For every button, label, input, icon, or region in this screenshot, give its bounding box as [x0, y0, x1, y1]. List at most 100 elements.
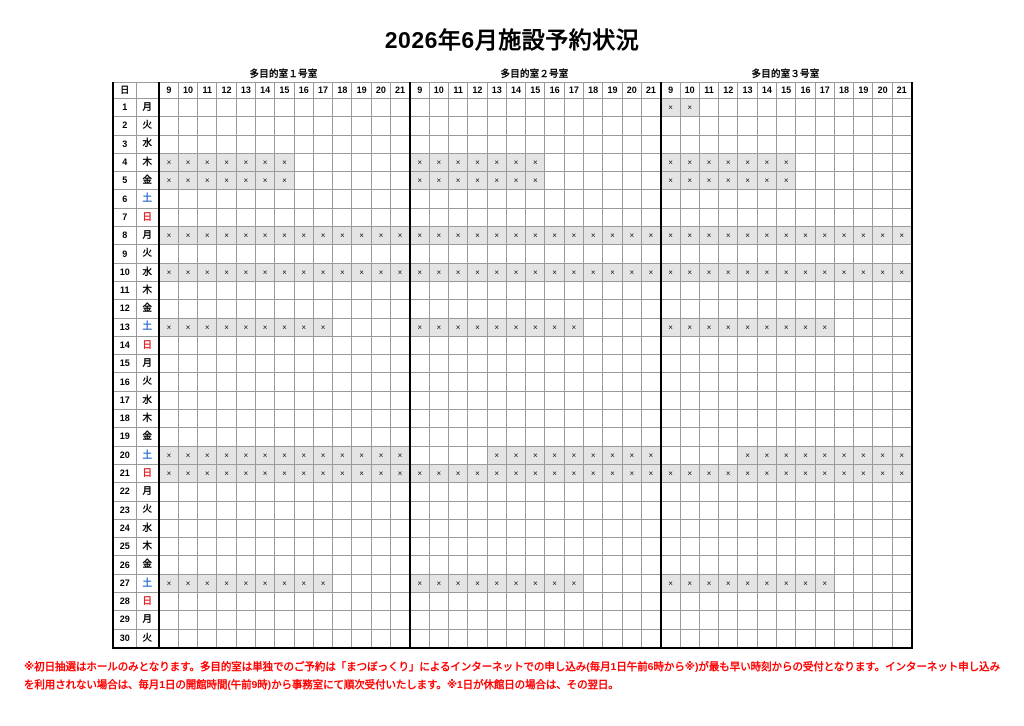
- slot-d5-r2-h13[interactable]: ×: [486, 171, 507, 191]
- slot-d10-r3-h14[interactable]: ×: [756, 262, 778, 282]
- slot-d24-r3-h13[interactable]: [737, 518, 758, 539]
- slot-d12-r2-h12[interactable]: [467, 299, 488, 319]
- slot-d2-r3-h15[interactable]: [775, 116, 797, 136]
- slot-d30-r3-h15[interactable]: [775, 628, 797, 649]
- slot-d12-r1-h9[interactable]: [157, 299, 179, 319]
- slot-d22-r2-h18[interactable]: [583, 482, 604, 502]
- slot-d29-r2-h12[interactable]: [467, 610, 488, 630]
- slot-d21-r1-h21[interactable]: ×: [390, 463, 411, 484]
- slot-d3-r2-h11[interactable]: [447, 134, 469, 154]
- slot-d27-r3-h12[interactable]: ×: [718, 573, 739, 594]
- slot-d27-r1-h16[interactable]: ×: [293, 573, 314, 594]
- slot-d27-r2-h19[interactable]: [602, 573, 623, 594]
- slot-d16-r1-h10[interactable]: [177, 372, 199, 392]
- slot-d18-r2-h13[interactable]: [486, 409, 507, 429]
- slot-d11-r2-h12[interactable]: [467, 280, 488, 301]
- slot-d15-r2-h14[interactable]: [505, 354, 527, 374]
- slot-d20-r3-h15[interactable]: ×: [775, 445, 797, 465]
- slot-d17-r3-h17[interactable]: [814, 390, 835, 411]
- slot-d6-r3-h21[interactable]: [891, 189, 913, 209]
- slot-d6-r1-h13[interactable]: [235, 189, 256, 209]
- slot-d11-r2-h17[interactable]: [563, 280, 585, 301]
- slot-d23-r1-h9[interactable]: [157, 500, 179, 520]
- slot-d16-r3-h17[interactable]: [814, 372, 835, 392]
- slot-d19-r2-h15[interactable]: [525, 427, 546, 447]
- slot-d12-r1-h17[interactable]: [312, 299, 334, 319]
- slot-d21-r2-h14[interactable]: ×: [505, 463, 527, 484]
- slot-d7-r2-h10[interactable]: [428, 207, 449, 228]
- slot-d23-r1-h10[interactable]: [177, 500, 199, 520]
- slot-d19-r3-h12[interactable]: [718, 427, 739, 447]
- slot-d22-r1-h15[interactable]: [274, 482, 295, 502]
- slot-d21-r3-h9[interactable]: ×: [659, 463, 681, 484]
- slot-d15-r2-h21[interactable]: [640, 354, 662, 374]
- slot-d6-r1-h16[interactable]: [293, 189, 314, 209]
- slot-d27-r1-h18[interactable]: [332, 573, 353, 594]
- slot-d5-r3-h10[interactable]: ×: [679, 171, 700, 191]
- slot-d4-r3-h18[interactable]: [833, 152, 855, 173]
- slot-d1-r1-h16[interactable]: [293, 97, 314, 118]
- slot-d18-r1-h14[interactable]: [254, 409, 276, 429]
- slot-d21-r1-h13[interactable]: ×: [235, 463, 256, 484]
- slot-d14-r1-h17[interactable]: [312, 335, 334, 356]
- slot-d7-r1-h11[interactable]: [197, 207, 218, 228]
- slot-d4-r2-h20[interactable]: [621, 152, 642, 173]
- slot-d17-r1-h17[interactable]: [312, 390, 334, 411]
- slot-d6-r2-h14[interactable]: [505, 189, 527, 209]
- slot-d4-r2-h18[interactable]: [583, 152, 604, 173]
- slot-d5-r2-h10[interactable]: ×: [428, 171, 449, 191]
- slot-d28-r1-h17[interactable]: [312, 592, 334, 612]
- slot-d18-r3-h11[interactable]: [698, 409, 720, 429]
- slot-d5-r3-h14[interactable]: ×: [756, 171, 778, 191]
- slot-d21-r3-h14[interactable]: ×: [756, 463, 778, 484]
- slot-d28-r3-h13[interactable]: [737, 592, 758, 612]
- slot-d5-r2-h18[interactable]: [583, 171, 604, 191]
- slot-d7-r2-h15[interactable]: [525, 207, 546, 228]
- slot-d20-r2-h19[interactable]: ×: [602, 445, 623, 465]
- slot-d2-r3-h13[interactable]: [737, 116, 758, 136]
- slot-d18-r2-h19[interactable]: [602, 409, 623, 429]
- slot-d27-r2-h12[interactable]: ×: [467, 573, 488, 594]
- slot-d26-r3-h14[interactable]: [756, 555, 778, 575]
- slot-d11-r3-h12[interactable]: [718, 280, 739, 301]
- slot-d13-r1-h17[interactable]: ×: [312, 317, 334, 337]
- slot-d21-r2-h15[interactable]: ×: [525, 463, 546, 484]
- slot-d18-r1-h11[interactable]: [197, 409, 218, 429]
- slot-d20-r1-h9[interactable]: ×: [157, 445, 179, 465]
- slot-d17-r3-h10[interactable]: [679, 390, 700, 411]
- slot-d22-r1-h10[interactable]: [177, 482, 199, 502]
- slot-d7-r2-h12[interactable]: [467, 207, 488, 228]
- slot-d10-r2-h10[interactable]: ×: [428, 262, 449, 282]
- slot-d8-r2-h19[interactable]: ×: [602, 226, 623, 246]
- slot-d27-r2-h9[interactable]: ×: [408, 573, 430, 594]
- slot-d10-r3-h13[interactable]: ×: [737, 262, 758, 282]
- slot-d7-r3-h9[interactable]: [659, 207, 681, 228]
- slot-d16-r3-h10[interactable]: [679, 372, 700, 392]
- slot-d22-r3-h12[interactable]: [718, 482, 739, 502]
- slot-d2-r2-h12[interactable]: [467, 116, 488, 136]
- slot-d16-r3-h15[interactable]: [775, 372, 797, 392]
- slot-d17-r3-h20[interactable]: [872, 390, 893, 411]
- slot-d11-r3-h10[interactable]: [679, 280, 700, 301]
- slot-d10-r3-h12[interactable]: ×: [718, 262, 739, 282]
- slot-d8-r3-h11[interactable]: ×: [698, 226, 720, 246]
- slot-d25-r2-h17[interactable]: [563, 537, 585, 557]
- slot-d14-r1-h11[interactable]: [197, 335, 218, 356]
- slot-d6-r1-h15[interactable]: [274, 189, 295, 209]
- slot-d7-r2-h13[interactable]: [486, 207, 507, 228]
- slot-d1-r1-h10[interactable]: [177, 97, 199, 118]
- slot-d1-r2-h12[interactable]: [467, 97, 488, 118]
- slot-d23-r3-h13[interactable]: [737, 500, 758, 520]
- slot-d2-r1-h18[interactable]: [332, 116, 353, 136]
- slot-d7-r3-h21[interactable]: [891, 207, 913, 228]
- slot-d8-r2-h11[interactable]: ×: [447, 226, 469, 246]
- slot-d13-r3-h15[interactable]: ×: [775, 317, 797, 337]
- slot-d20-r3-h16[interactable]: ×: [795, 445, 816, 465]
- slot-d8-r3-h14[interactable]: ×: [756, 226, 778, 246]
- slot-d29-r2-h20[interactable]: [621, 610, 642, 630]
- slot-d13-r2-h10[interactable]: ×: [428, 317, 449, 337]
- slot-d12-r3-h10[interactable]: [679, 299, 700, 319]
- slot-d28-r2-h10[interactable]: [428, 592, 449, 612]
- slot-d4-r2-h10[interactable]: ×: [428, 152, 449, 173]
- slot-d15-r2-h16[interactable]: [544, 354, 565, 374]
